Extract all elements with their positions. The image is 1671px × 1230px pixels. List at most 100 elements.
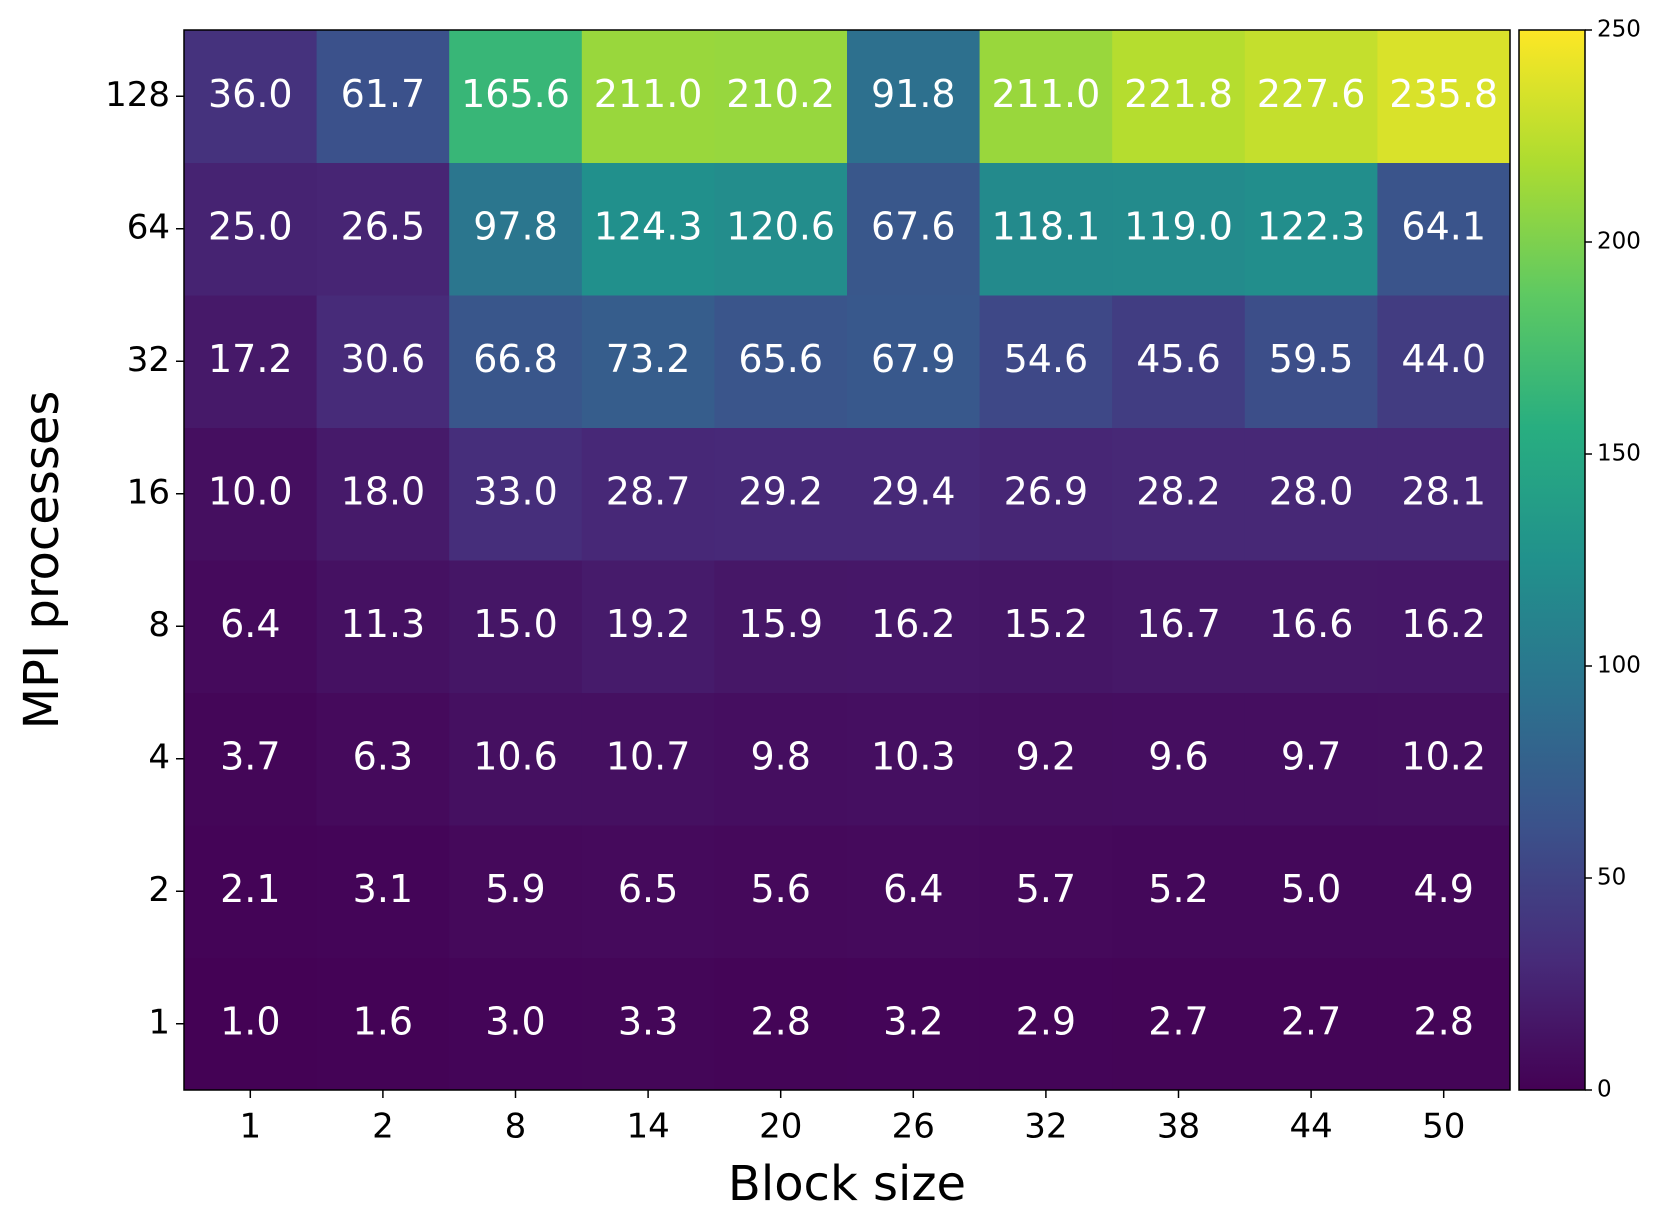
heatmap-cell <box>714 162 848 296</box>
cell-label: 19.2 <box>606 602 691 646</box>
heatmap-cell <box>847 560 981 693</box>
heatmap-cell <box>1377 957 1511 1091</box>
cell-label: 3.1 <box>353 867 413 911</box>
heatmap-cell <box>184 30 318 163</box>
cell-label: 30.6 <box>341 337 426 381</box>
cell-label: 73.2 <box>606 337 691 381</box>
cell-label: 122.3 <box>1257 204 1366 248</box>
cell-label: 4.9 <box>1413 867 1473 911</box>
x-axis-label: Block size <box>728 1156 966 1212</box>
heatmap-cell <box>581 825 715 958</box>
cell-label: 16.6 <box>1269 602 1354 646</box>
x-tick-label: 20 <box>759 1107 802 1147</box>
x-tick-label: 38 <box>1157 1107 1200 1147</box>
y-tick-label: 16 <box>127 472 170 512</box>
y-tick-label: 8 <box>148 605 170 645</box>
cell-label: 36.0 <box>208 72 293 116</box>
cell-label: 10.0 <box>208 469 293 513</box>
heatmap-cell <box>184 162 318 296</box>
cell-label: 16.2 <box>1401 602 1486 646</box>
cell-label: 2.8 <box>1413 999 1473 1043</box>
cell-label: 9.8 <box>750 734 810 778</box>
heatmap-cell <box>1112 560 1246 693</box>
cell-label: 64.1 <box>1401 204 1486 248</box>
cell-label: 15.2 <box>1004 602 1089 646</box>
cell-label: 59.5 <box>1269 337 1354 381</box>
colorbar-tick-label: 0 <box>1597 1077 1612 1103</box>
cell-label: 28.7 <box>606 469 691 513</box>
heatmap-cell <box>847 295 981 428</box>
heatmap-cell <box>581 957 715 1091</box>
heatmap-cell <box>979 30 1113 163</box>
heatmap-cell <box>714 692 848 826</box>
cell-label: 9.7 <box>1281 734 1341 778</box>
cell-label: 2.7 <box>1148 999 1208 1043</box>
heatmap-cell <box>714 295 848 428</box>
cell-label: 25.0 <box>208 204 293 248</box>
heatmap-cell <box>847 162 981 296</box>
heatmap-cell <box>449 30 583 163</box>
y-tick-label: 32 <box>127 340 170 380</box>
cell-label: 5.0 <box>1281 867 1341 911</box>
heatmap-cell <box>581 162 715 296</box>
cell-label: 6.5 <box>618 867 678 911</box>
heatmap-cell <box>1244 692 1378 826</box>
cell-label: 17.2 <box>208 337 293 381</box>
cell-label: 9.6 <box>1148 734 1208 778</box>
cell-label: 54.6 <box>1004 337 1089 381</box>
heatmap-cell <box>1377 427 1511 561</box>
heatmap-cell <box>1112 825 1246 958</box>
heatmap-cell <box>316 957 450 1091</box>
heatmap-cell <box>1377 162 1511 296</box>
heatmap-cell <box>847 692 981 826</box>
heatmap-cell <box>581 560 715 693</box>
cell-label: 3.2 <box>883 999 943 1043</box>
cell-label: 5.6 <box>750 867 810 911</box>
cell-label: 45.6 <box>1136 337 1221 381</box>
cell-label: 6.3 <box>353 734 413 778</box>
x-tick-label: 32 <box>1024 1107 1067 1147</box>
heatmap-cell <box>316 30 450 163</box>
cell-label: 10.6 <box>473 734 558 778</box>
heatmap-cell <box>714 957 848 1091</box>
colorbar-tick-label: 100 <box>1597 653 1641 679</box>
x-tick-label: 2 <box>372 1107 394 1147</box>
heatmap-cell <box>1112 162 1246 296</box>
heatmap-cell <box>581 295 715 428</box>
cell-label: 120.6 <box>726 204 835 248</box>
colorbar <box>1518 29 1586 1091</box>
cell-label: 3.0 <box>485 999 545 1043</box>
heatmap-cell <box>184 957 318 1091</box>
heatmap-cell <box>316 162 450 296</box>
heatmap-cell <box>1377 295 1511 428</box>
cell-label: 15.9 <box>738 602 823 646</box>
heatmap-cell <box>1377 825 1511 958</box>
heatmap-cell <box>184 692 318 826</box>
x-tick-label: 50 <box>1422 1107 1465 1147</box>
heatmap-cell <box>449 427 583 561</box>
cell-label: 16.7 <box>1136 602 1221 646</box>
heatmap-cell <box>449 560 583 693</box>
y-tick-label: 64 <box>127 207 170 247</box>
cell-label: 210.2 <box>726 72 835 116</box>
cell-label: 18.0 <box>341 469 426 513</box>
heatmap-cell <box>1112 957 1246 1091</box>
cell-label: 221.8 <box>1124 72 1233 116</box>
colorbar-tick-label: 200 <box>1597 229 1641 255</box>
y-axis-label: MPI processes <box>14 391 70 730</box>
cell-label: 235.8 <box>1389 72 1498 116</box>
heatmap-cell <box>1244 957 1378 1091</box>
heatmap-cell <box>581 692 715 826</box>
heatmap-cell <box>714 427 848 561</box>
cell-label: 5.2 <box>1148 867 1208 911</box>
heatmap-cell <box>316 560 450 693</box>
cell-label: 10.7 <box>606 734 691 778</box>
cell-label: 91.8 <box>871 72 956 116</box>
heatmap-cell <box>184 560 318 693</box>
heatmap-cell <box>184 825 318 958</box>
heatmap-cell <box>449 825 583 958</box>
heatmap-cell <box>714 30 848 163</box>
cell-label: 1.0 <box>220 999 280 1043</box>
heatmap-cell <box>1112 427 1246 561</box>
heatmap-cell <box>316 427 450 561</box>
